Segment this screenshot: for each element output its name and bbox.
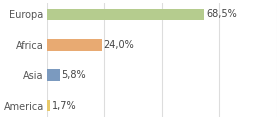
Text: 5,8%: 5,8%	[62, 70, 86, 80]
Bar	[46, 9, 204, 20]
Text: 24,0%: 24,0%	[104, 40, 134, 50]
Bar	[46, 39, 102, 51]
Text: 68,5%: 68,5%	[206, 9, 237, 19]
Bar	[46, 100, 50, 111]
Text: 1,7%: 1,7%	[52, 101, 77, 111]
Bar	[46, 69, 60, 81]
